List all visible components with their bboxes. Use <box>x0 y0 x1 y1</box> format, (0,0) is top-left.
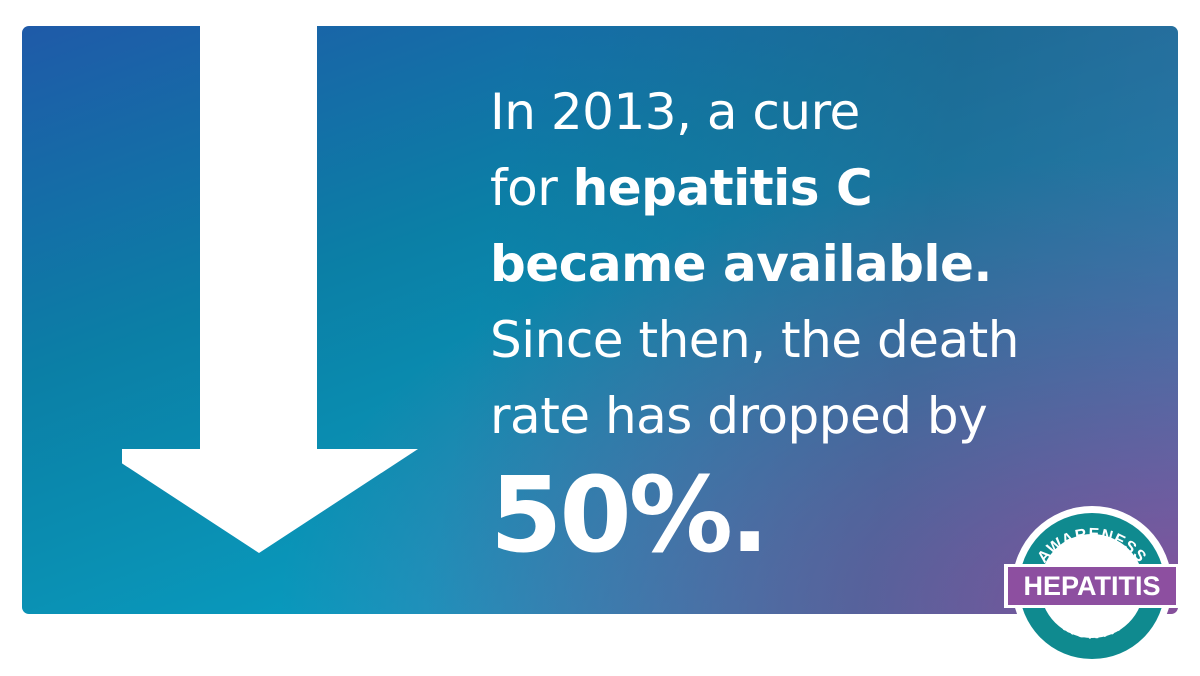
message-text: In 2013, a cure for hepatitis C became a… <box>490 74 1170 574</box>
hepatitis-awareness-month-badge: AWARENESS MONTH HEPATITIS <box>1004 506 1180 666</box>
message-line-5: rate has dropped by <box>490 387 988 445</box>
message-line-4: Since then, the death <box>490 311 1019 369</box>
message-line-3: became available. <box>490 235 992 293</box>
badge-center-text: HEPATITIS <box>1023 571 1160 601</box>
message-line-2-bold: hepatitis C <box>572 159 873 217</box>
stat-value: 50%. <box>490 454 769 576</box>
message-line-1: In 2013, a cure <box>490 83 860 141</box>
message-line-2-light: for <box>490 159 573 217</box>
infographic-card: In 2013, a cure for hepatitis C became a… <box>22 26 1178 614</box>
down-arrow-icon <box>122 26 418 553</box>
badge-banner <box>1008 567 1176 605</box>
message-line-2: for hepatitis C <box>490 150 1170 226</box>
